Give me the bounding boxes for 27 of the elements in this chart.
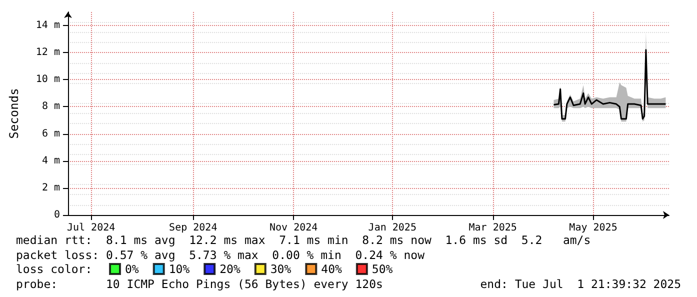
x-tick-label: Jan 2025 (368, 222, 416, 234)
legend-title: loss color: (16, 262, 92, 276)
x-tick-label: May 2025 (569, 222, 618, 234)
legend-label: 0% (125, 262, 139, 276)
legend-label: 40% (321, 262, 342, 276)
text: packet loss: 0.57 % avg 5.73 % max 0.00 % min 0.24 % now (16, 248, 425, 262)
x-tick-label: Jul 2024 (66, 222, 116, 234)
y-tick-label: 12 m (36, 47, 60, 58)
x-tick-label: Nov 2024 (269, 222, 318, 234)
text: probe: 10 ICMP Echo Pings (56 Bytes) every 120s (16, 277, 383, 291)
legend-label: 10% (168, 262, 190, 276)
y-tick-label: 6 m (42, 128, 60, 140)
y-tick-label: 4 m (42, 155, 60, 166)
x-tick-label: Mar 2025 (468, 222, 517, 234)
y-tick-label: 8 m (42, 101, 60, 112)
x-tick-label: Sep 2024 (169, 222, 218, 234)
text: median rtt: 8.1 ms avg 12.2 ms max 7.1 ms min 8.2 ms now 1.6 ms sd 5.2 am/s (16, 233, 591, 247)
y-axis-title: Seconds (7, 88, 21, 139)
text: end: Tue Jul 1 21:39:32 2025 (480, 277, 682, 291)
y-tick-label: 0 (54, 210, 60, 220)
legend-label: 50% (372, 262, 393, 276)
line-series (552, 49, 666, 120)
y-tick-label: 2 m (42, 182, 60, 194)
y-tick-label: 14 m (36, 20, 60, 32)
y-tick-label: 10 m (36, 74, 60, 86)
legend-label: 30% (270, 262, 292, 276)
legend-label: 20% (220, 262, 240, 276)
